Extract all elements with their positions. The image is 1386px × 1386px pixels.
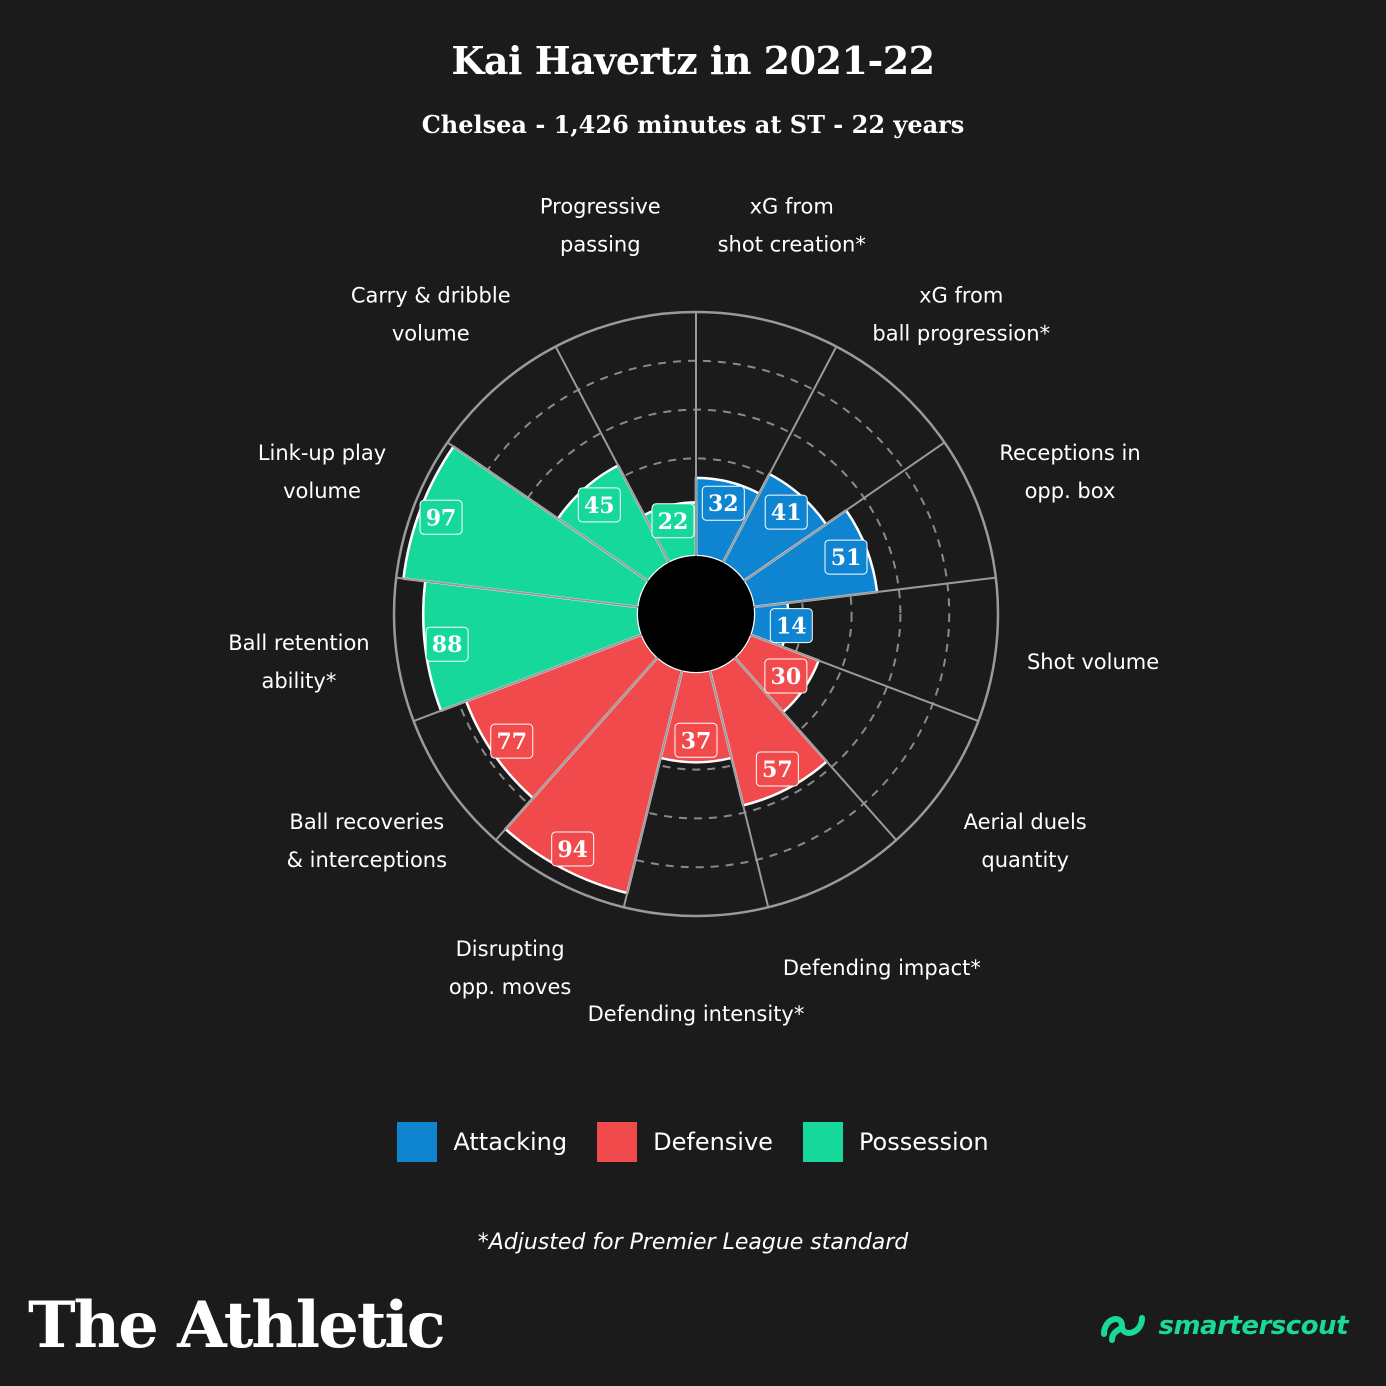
value-badge-11 — [419, 499, 463, 535]
legend-label-attacking: Attacking — [453, 1128, 568, 1156]
legend-item-defensive: Defensive — [597, 1122, 773, 1162]
smarterscout-wordmark: smarterscout — [1158, 1311, 1348, 1341]
value-badge-6 — [755, 751, 799, 787]
category-label-13: Progressive passing — [540, 195, 661, 257]
value-label-9: 77 — [496, 729, 527, 755]
value-label-12: 45 — [584, 493, 615, 519]
value-label-13: 22 — [658, 509, 689, 535]
chart-subtitle: Chelsea - 1,426 minutes at ST - 22 years — [421, 110, 965, 139]
category-label-3: Receptions in opp. box — [999, 441, 1140, 503]
value-label-7: 37 — [681, 728, 712, 754]
center-hole — [638, 556, 754, 672]
value-label-4: 14 — [776, 614, 807, 640]
value-badge-3 — [824, 539, 868, 575]
legend-item-possession: Possession — [802, 1122, 989, 1162]
legend-swatch-attacking — [397, 1122, 438, 1162]
value-label-3: 51 — [831, 545, 862, 571]
grid-ring-40 — [539, 457, 853, 771]
value-badge-5 — [764, 658, 808, 694]
spoke-13 — [554, 346, 670, 564]
outer-ring — [392, 310, 1000, 918]
value-label-11: 97 — [426, 505, 457, 531]
legend-item-attacking: Attacking — [397, 1122, 567, 1162]
smarterscout-logo: smarterscout — [1098, 1304, 1348, 1348]
value-badge-8 — [551, 831, 595, 867]
category-label-11: Link-up play volume — [258, 441, 386, 503]
value-label-10: 88 — [432, 632, 463, 658]
value-label-6: 57 — [762, 757, 793, 783]
value-label-5: 30 — [771, 664, 802, 690]
category-label-4: Shot volume — [1027, 650, 1159, 674]
category-label-2: xG from ball progression* — [872, 284, 1050, 346]
value-label-1: 32 — [708, 491, 739, 517]
spoke-9 — [494, 656, 659, 841]
spoke-7 — [708, 670, 770, 908]
category-label-6: Defending impact* — [783, 956, 981, 980]
category-label-8: Disrupting opp. moves — [449, 937, 571, 999]
value-badge-4 — [769, 608, 813, 644]
category-label-9: Ball recoveries & interceptions — [287, 810, 447, 872]
chart-title: Kai Havertz in 2021-22 — [451, 38, 935, 83]
value-label-8: 94 — [557, 837, 588, 863]
spoke-4 — [753, 576, 996, 609]
value-badge-7 — [674, 722, 718, 758]
spoke-6 — [733, 656, 898, 841]
footnote: *Adjusted for Premier League standard — [477, 1230, 909, 1255]
spoke-5 — [749, 633, 979, 723]
spoke-8 — [622, 670, 684, 908]
smarterscout-mark-icon — [1101, 1315, 1146, 1343]
legend: Attacking Defensive Possession — [0, 1122, 1386, 1162]
spoke-2 — [722, 346, 838, 564]
category-label-7: Defending intensity* — [588, 1002, 805, 1026]
spoke-10 — [413, 633, 643, 723]
category-label-5: Aerial duels quantity — [964, 810, 1087, 872]
value-badge-10 — [425, 626, 469, 662]
category-label-10: Ball retention ability* — [228, 631, 369, 693]
legend-swatch-possession — [802, 1122, 843, 1162]
value-badge-9 — [490, 723, 534, 759]
value-badge-2 — [764, 494, 808, 530]
spoke-12 — [446, 441, 649, 582]
value-badge-12 — [577, 487, 621, 523]
value-label-2: 41 — [771, 500, 802, 526]
category-label-1: xG from shot creation* — [718, 195, 866, 257]
the-athletic-logo: The Athletic — [28, 1288, 446, 1363]
category-label-12: Carry & dribble volume — [351, 284, 511, 346]
value-badge-13 — [651, 503, 695, 539]
value-badge-1 — [701, 485, 745, 521]
legend-swatch-defensive — [597, 1122, 638, 1162]
spoke-3 — [743, 441, 946, 582]
legend-label-possession: Possession — [858, 1128, 989, 1156]
spoke-11 — [396, 576, 639, 609]
legend-label-defensive: Defensive — [653, 1128, 773, 1156]
